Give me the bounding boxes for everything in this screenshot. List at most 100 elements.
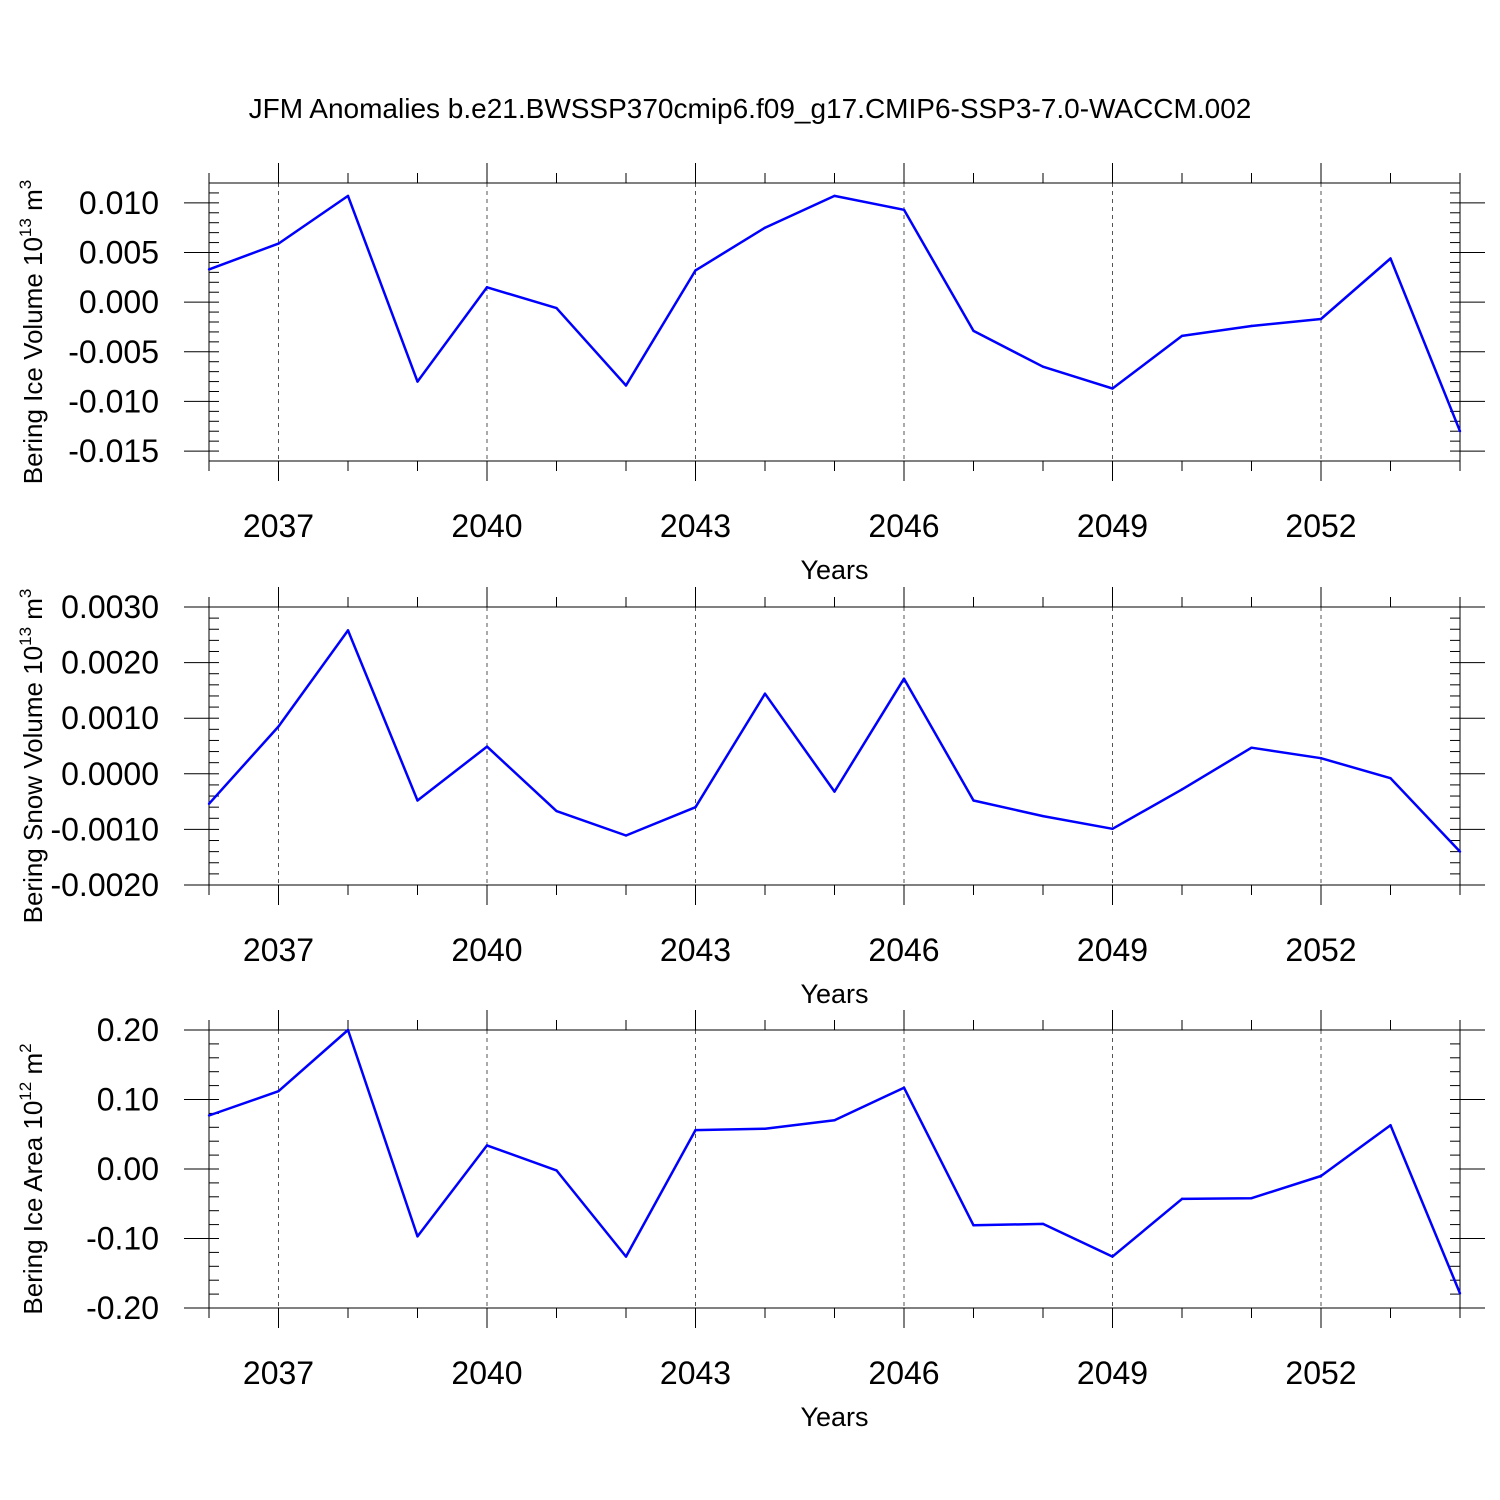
panel-3: 2037 2040 2043 2046 2049 2052 -0.20 -0.10 0.00 0.…: [16, 1010, 1485, 1432]
y-tick-label: 0.005: [79, 235, 159, 271]
x-axis-label: Years: [800, 555, 868, 585]
data-point: [416, 380, 419, 383]
y-tick-label: 0.0030: [61, 589, 159, 625]
data-point: [763, 226, 767, 229]
series-line: [208, 1028, 1462, 1294]
x-tick-label: 2046: [868, 508, 939, 544]
panel-2: 2037 2040 2043 2046 2049 2052 -0.0020 -0.0010 0.…: [16, 587, 1485, 1009]
data-point: [1458, 850, 1462, 853]
data-point: [833, 790, 836, 793]
y-tick-label: 0.00: [97, 1151, 159, 1187]
series-line: [208, 629, 1461, 853]
data-point: [1389, 777, 1392, 780]
data-point: [972, 1224, 975, 1227]
data-point: [416, 799, 419, 802]
y-tick-label: 0.20: [97, 1012, 159, 1048]
x-tick-label: 2040: [451, 1355, 522, 1391]
data-point: [207, 802, 211, 806]
x-tick-label: 2037: [243, 508, 314, 544]
data-point: [624, 1255, 628, 1258]
data-point: [1180, 334, 1184, 338]
x-tick-label: 2043: [660, 1355, 731, 1391]
x-tick-label: 2049: [1077, 508, 1148, 544]
data-point: [694, 1128, 697, 1132]
data-point: [555, 809, 558, 813]
data-point: [624, 834, 628, 837]
data-point: [277, 1089, 280, 1093]
plot-frame: [208, 182, 1461, 462]
y-tick-label: -0.010: [68, 383, 159, 419]
data-point: [416, 1235, 419, 1238]
data-point: [346, 194, 350, 198]
data-point: [1389, 257, 1392, 260]
data-point: [1319, 1174, 1323, 1178]
data-point: [1111, 1255, 1114, 1258]
y-tick-label: 0.000: [79, 284, 159, 320]
x-tick-label: 2037: [243, 1355, 314, 1391]
data-point: [763, 1127, 767, 1130]
x-axis-label: Years: [800, 1402, 868, 1432]
data-point: [207, 268, 211, 271]
x-tick-label: 2040: [451, 932, 522, 968]
data-point: [694, 805, 697, 809]
chart-title: JFM Anomalies b.e21.BWSSP370cmip6.f09_g1…: [249, 93, 1252, 124]
x-tick-label: 2043: [660, 932, 731, 968]
y-tick-label: -0.0020: [50, 867, 159, 903]
y-tick-label: 0.0010: [61, 700, 159, 736]
data-point: [624, 384, 628, 387]
data-point: [485, 1144, 489, 1147]
data-point: [1250, 746, 1253, 749]
data-point: [485, 286, 489, 289]
data-point: [902, 677, 906, 680]
data-point: [346, 629, 350, 632]
y-tick-label: 0.0000: [61, 756, 159, 792]
x-axis-label: Years: [800, 979, 868, 1009]
data-point: [902, 1086, 906, 1089]
data-point: [1319, 317, 1323, 321]
x-tick-label: 2052: [1285, 1355, 1356, 1391]
y-tick-label: 0.10: [97, 1082, 159, 1118]
data-point: [1250, 1196, 1253, 1200]
y-tick-label: 0.0020: [61, 645, 159, 681]
x-tick-label: 2043: [660, 508, 731, 544]
x-tick-label: 2052: [1285, 508, 1356, 544]
data-point: [555, 306, 558, 310]
data-point: [485, 745, 489, 748]
panels: 2037 2040 2043 2046 2049 2052 -0.015 -0.010 -0.0…: [16, 163, 1485, 1432]
data-point: [277, 725, 280, 728]
data-point: [1041, 365, 1045, 368]
y-tick-label: -0.10: [86, 1221, 159, 1257]
data-point: [1111, 387, 1114, 390]
y-tick-label: -0.20: [86, 1290, 159, 1326]
data-point: [1180, 1197, 1184, 1201]
series-line: [208, 194, 1462, 432]
data-point: [1458, 1292, 1462, 1295]
data-point: [1389, 1124, 1392, 1127]
x-tick-label: 2052: [1285, 932, 1356, 968]
data-point: [1180, 788, 1184, 791]
data-point: [1111, 827, 1114, 831]
data-point: [763, 692, 767, 695]
y-tick-label: 0.010: [79, 185, 159, 221]
data-point: [833, 194, 836, 198]
data-point: [833, 1119, 836, 1122]
x-tick-label: 2049: [1077, 1355, 1148, 1391]
x-tick-label: 2046: [868, 1355, 939, 1391]
y-tick-label: -0.005: [68, 334, 159, 370]
data-point: [902, 208, 906, 212]
data-point: [972, 329, 975, 333]
plot-frame: [208, 606, 1461, 886]
y-tick-label: -0.015: [68, 433, 159, 469]
x-tick-label: 2049: [1077, 932, 1148, 968]
y-axis-label: Bering Ice Area 1012 m2: [16, 1043, 48, 1314]
data-point: [207, 1114, 211, 1117]
x-tick-label: 2040: [451, 508, 522, 544]
x-tick-label: 2046: [868, 932, 939, 968]
data-point: [1250, 324, 1253, 328]
y-axis-label: Bering Snow Volume 1013 m3: [16, 589, 48, 924]
y-axis-label: Bering Ice Volume 1013 m3: [16, 180, 48, 484]
data-point: [277, 242, 280, 245]
data-point: [346, 1028, 350, 1032]
x-tick-label: 2037: [243, 932, 314, 968]
